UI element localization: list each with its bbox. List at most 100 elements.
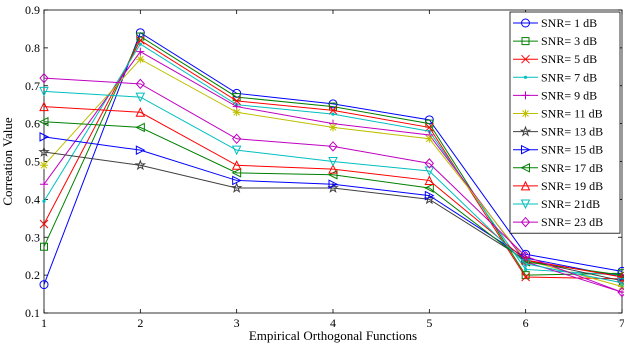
legend-label: SNR= 7 dB [541,70,597,84]
legend-entry: SNR= 19 dB [513,179,603,193]
data-point [40,161,48,170]
data-point [231,145,242,156]
data-point [136,47,145,56]
legend-marker [520,180,531,191]
legend-marker [521,37,530,46]
x-tick-label: 3 [234,316,240,330]
legend-entry: SNR= 9 dB [513,88,597,102]
data-point [520,250,531,262]
data-point [135,35,145,45]
legend-marker [521,144,531,155]
legend-entry: SNR= 1 dB [513,16,597,30]
legend-marker [521,54,530,64]
y-tick-label: 0.7 [25,79,40,93]
data-point [39,72,49,84]
data-point [135,78,146,90]
x-tick-label: 6 [523,316,529,330]
y-tick-label: 0.6 [25,117,40,131]
data-point [328,179,339,190]
data-point [617,271,624,282]
legend-entry: SNR= 3 dB [513,34,597,48]
data-point [135,145,146,155]
data-point [39,219,49,229]
legend-label: SNR= 5 dB [541,52,597,66]
data-point [424,183,434,193]
legend-entry: SNR= 7 dB [513,70,597,84]
legend-entry: SNR= 17 dB [513,161,603,175]
series-line [43,90,623,284]
data-point [231,133,242,145]
data-point [424,175,435,185]
data-point [521,272,531,282]
y-tick-label: 0.3 [25,230,40,244]
data-point [135,107,146,117]
data-point [135,122,145,133]
data-point [136,55,145,64]
series-line [43,35,623,276]
legend-label: SNR= 15 dB [541,143,603,157]
legend-label: SNR= 9 dB [541,88,597,102]
series-12 [39,72,624,298]
data-point [38,116,49,127]
data-point [40,180,48,189]
data-point [135,92,146,103]
data-point [231,160,242,170]
series-layer [38,28,624,298]
data-point [39,132,50,142]
x-tick-label: 4 [330,316,336,330]
x-tick-label: 7 [619,316,624,330]
series-11 [39,86,624,288]
legend-marker [521,18,530,28]
y-tick-label: 0.4 [25,192,40,206]
legend-label: SNR= 17 dB [541,161,603,175]
x-tick-label: 2 [137,316,143,330]
legend-label: SNR= 1 dB [541,16,597,30]
data-point [230,181,243,193]
data-point [424,190,435,201]
data-point [524,267,528,272]
legend-marker [523,75,528,79]
legend-entry: SNR= 5 dB [513,52,597,66]
x-tick-label: 1 [41,316,47,330]
data-point [327,181,339,193]
legend-entry: SNR= 11 dB [513,107,603,121]
y-tick-label: 0.9 [25,3,40,17]
legend-marker [521,109,530,118]
data-point [520,259,531,269]
data-point [134,159,147,171]
data-point [328,106,338,115]
legend-label: SNR= 3 dB [541,34,597,48]
data-point [617,286,624,298]
legend-label: SNR= 21dB [541,197,600,211]
legend-entry: SNR= 13 dB [513,125,603,139]
y-tick-label: 0.2 [25,268,40,282]
data-point [328,157,338,167]
legend-label: SNR= 19 dB [541,179,603,193]
legend-label: SNR= 13 dB [541,125,603,139]
x-tick-label: 5 [426,316,432,330]
y-tick-label: 0.8 [25,41,40,55]
legend-marker [519,125,532,137]
data-point [328,163,338,174]
legend-entry: SNR= 15 dB [513,143,603,157]
legend-label: SNR= 11 dB [541,107,603,121]
legend-marker [520,162,530,173]
data-point [39,280,49,290]
y-axis-title: Correation Value [0,117,15,205]
data-point [617,278,624,288]
data-point [138,42,142,46]
data-point [40,242,48,251]
data-point [231,168,242,178]
x-axis-title: Empirical Orthogonal Functions [249,328,417,343]
data-point [329,123,337,132]
data-point [42,199,46,203]
data-point [424,123,434,132]
series-line [43,121,623,276]
data-point [232,108,241,117]
data-point [425,134,434,143]
data-point [331,112,335,116]
data-point [38,146,50,157]
legend-marker [521,91,530,100]
legend-marker [520,216,531,228]
